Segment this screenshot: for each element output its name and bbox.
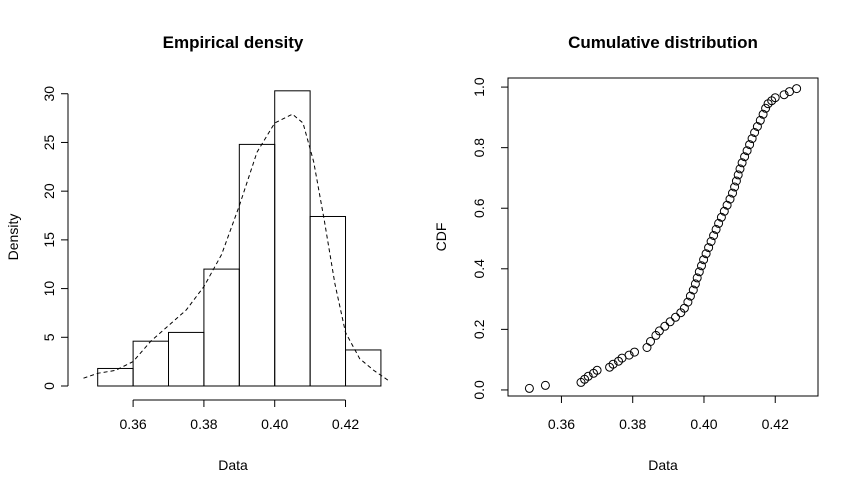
- data-point: [755, 115, 765, 125]
- data-point: [792, 84, 802, 94]
- y-tick-label: 5: [41, 333, 57, 341]
- data-point: [608, 359, 618, 369]
- data-point: [646, 337, 655, 346]
- data-point: [688, 285, 698, 295]
- y-tick-label: 0: [41, 382, 57, 390]
- y-tick-label: 20: [41, 183, 57, 199]
- chart-title: Cumulative distribution: [568, 33, 758, 52]
- data-point: [683, 297, 693, 307]
- y-tick-label: 0.2: [471, 319, 487, 339]
- data-point: [706, 237, 716, 246]
- y-tick-label: 25: [41, 134, 57, 150]
- data-point: [733, 170, 743, 180]
- x-tick-label: 0.38: [190, 416, 217, 432]
- data-point: [524, 383, 534, 393]
- histogram-panel: Empirical density Data Density 0.36 0.38 0.40…: [5, 33, 389, 473]
- data-point: [685, 291, 695, 301]
- histogram-bar: [203, 268, 240, 387]
- data-point: [770, 93, 780, 103]
- y-tick-label: 30: [41, 86, 57, 102]
- chart-title: Empirical density: [163, 33, 304, 52]
- data-point: [716, 212, 726, 222]
- y-axis-label: Density: [5, 214, 21, 261]
- data-point: [747, 134, 757, 144]
- data-point: [660, 321, 670, 331]
- x-tick-label: 0.36: [548, 416, 575, 432]
- data-point: [745, 140, 755, 150]
- data-point: [642, 343, 652, 352]
- y-axis-label: CDF: [433, 223, 449, 252]
- x-tick-label: 0.38: [619, 416, 646, 432]
- y-tick-label: 10: [41, 281, 57, 297]
- data-point: [690, 279, 700, 289]
- data-point: [665, 317, 675, 327]
- y-tick-label: 1.0: [471, 77, 487, 97]
- histogram-bar: [132, 340, 170, 387]
- histogram-bar: [238, 143, 276, 387]
- data-point: [714, 218, 724, 228]
- data-point: [540, 380, 550, 390]
- data-point: [750, 128, 760, 137]
- data-point: [699, 255, 709, 265]
- data-point: [735, 164, 745, 174]
- data-point: [740, 152, 750, 162]
- data-point: [694, 267, 704, 277]
- data-point: [737, 158, 747, 168]
- x-tick-label: 0.40: [690, 416, 717, 432]
- density-curve: [83, 113, 389, 381]
- data-point: [719, 206, 729, 216]
- data-point: [725, 194, 735, 204]
- histogram-bar: [309, 215, 347, 387]
- x-tick-label: 0.40: [261, 416, 288, 432]
- data-point: [701, 249, 711, 259]
- data-point: [583, 371, 593, 381]
- data-point: [671, 312, 680, 322]
- cdf-panel: Cumulative distribution Data CDF 0.36 0.38 0.…: [433, 33, 819, 473]
- data-point: [722, 200, 732, 210]
- data-point: [630, 347, 639, 357]
- data-point: [752, 122, 762, 131]
- data-point: [761, 103, 771, 113]
- data-point: [731, 176, 741, 186]
- y-tick-label: 0.0: [471, 380, 487, 400]
- y-tick-label: 0.4: [471, 259, 487, 279]
- data-point: [624, 350, 634, 360]
- x-tick-label: 0.42: [332, 416, 359, 432]
- data-point: [697, 261, 706, 271]
- histogram-bar: [345, 349, 382, 387]
- x-axis-label: Data: [648, 457, 678, 473]
- data-point: [758, 109, 768, 119]
- x-axis-label: Data: [218, 457, 248, 473]
- data-point: [730, 182, 740, 192]
- data-point: [709, 231, 719, 240]
- y-tick-label: 0.8: [471, 138, 487, 158]
- histogram-bar: [168, 331, 205, 387]
- data-point: [728, 188, 737, 198]
- data-point: [779, 90, 789, 100]
- data-point: [654, 326, 664, 336]
- x-tick-label: 0.42: [762, 416, 789, 432]
- histogram-bar: [274, 90, 311, 387]
- data-point: [704, 243, 714, 253]
- plot-frame: [507, 77, 819, 397]
- data-point: [592, 365, 602, 375]
- data-point: [692, 273, 702, 283]
- x-tick-label: 0.36: [119, 416, 146, 432]
- y-tick-label: 0.6: [471, 198, 487, 218]
- y-tick-label: 15: [41, 232, 57, 248]
- histogram-bar: [97, 367, 134, 387]
- data-point: [711, 224, 721, 234]
- data-point: [742, 146, 752, 156]
